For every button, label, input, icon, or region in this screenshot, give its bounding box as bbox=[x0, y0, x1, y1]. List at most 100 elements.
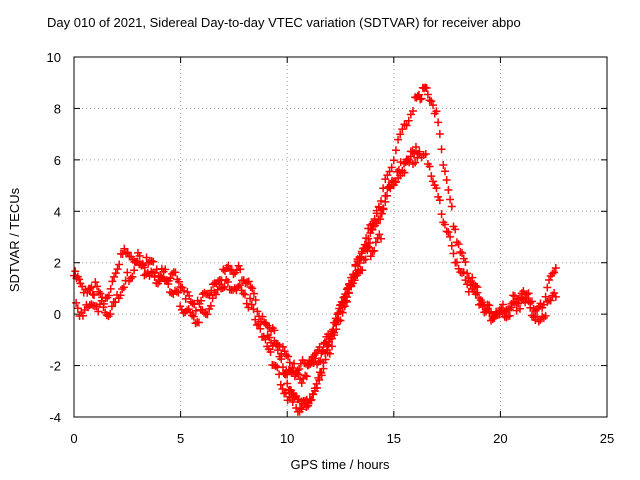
data-point bbox=[516, 304, 525, 313]
data-point bbox=[423, 90, 432, 99]
y-tick-label: 4 bbox=[54, 204, 61, 219]
data-point bbox=[541, 311, 550, 320]
data-point bbox=[88, 290, 97, 299]
data-point bbox=[285, 358, 294, 367]
data-point bbox=[408, 147, 417, 156]
data-point bbox=[319, 364, 328, 373]
data-point bbox=[471, 290, 480, 299]
data-point bbox=[329, 325, 338, 334]
data-point bbox=[377, 209, 386, 218]
data-point bbox=[405, 158, 414, 167]
data-point bbox=[172, 287, 181, 296]
data-point bbox=[149, 257, 158, 266]
data-point bbox=[291, 369, 300, 378]
data-point bbox=[416, 95, 425, 104]
data-point bbox=[78, 311, 87, 320]
data-point bbox=[435, 196, 444, 205]
data-point bbox=[96, 289, 105, 298]
data-point bbox=[266, 348, 275, 357]
y-tick-label: -2 bbox=[49, 359, 61, 374]
data-point bbox=[377, 234, 386, 243]
data-point bbox=[429, 101, 438, 110]
data-point bbox=[280, 389, 289, 398]
data-point bbox=[220, 282, 229, 291]
data-point bbox=[312, 379, 321, 388]
data-point bbox=[435, 130, 444, 139]
x-tick-label: 15 bbox=[387, 431, 401, 446]
data-point bbox=[135, 251, 144, 260]
data-point bbox=[126, 274, 135, 283]
data-point bbox=[174, 288, 183, 297]
data-point bbox=[398, 166, 407, 175]
data-point bbox=[375, 230, 384, 239]
data-point bbox=[476, 299, 485, 308]
data-point bbox=[273, 363, 282, 372]
data-point bbox=[116, 291, 125, 300]
data-point bbox=[115, 260, 124, 269]
data-point bbox=[429, 177, 438, 186]
data-point bbox=[203, 310, 212, 319]
data-point bbox=[197, 296, 206, 305]
data-point bbox=[379, 205, 388, 214]
data-point bbox=[415, 149, 424, 158]
data-point bbox=[249, 289, 258, 298]
data-point bbox=[391, 146, 400, 155]
data-point bbox=[317, 371, 326, 380]
data-point bbox=[440, 167, 449, 176]
data-point bbox=[111, 298, 120, 307]
data-point bbox=[333, 310, 342, 319]
data-point bbox=[393, 167, 402, 176]
data-point bbox=[320, 338, 329, 347]
data-point bbox=[307, 395, 316, 404]
data-point bbox=[452, 238, 461, 247]
data-point bbox=[427, 97, 436, 106]
data-point bbox=[434, 192, 443, 201]
data-point bbox=[234, 261, 243, 270]
data-point bbox=[111, 269, 120, 278]
data-point bbox=[454, 240, 463, 249]
data-point bbox=[226, 265, 235, 274]
data-point bbox=[75, 275, 84, 284]
data-point bbox=[256, 324, 265, 333]
data-point bbox=[138, 259, 147, 268]
data-point bbox=[527, 311, 536, 320]
data-point bbox=[396, 130, 405, 139]
data-point bbox=[194, 318, 203, 327]
data-point bbox=[104, 291, 113, 300]
data-point bbox=[374, 202, 383, 211]
data-point bbox=[370, 246, 379, 255]
data-point bbox=[531, 306, 540, 315]
data-point bbox=[437, 145, 446, 154]
data-point bbox=[161, 265, 170, 274]
data-point bbox=[444, 228, 453, 237]
data-point bbox=[327, 329, 336, 338]
data-point bbox=[330, 318, 339, 327]
data-marks bbox=[70, 83, 560, 416]
data-point bbox=[188, 311, 197, 320]
data-point bbox=[546, 296, 555, 305]
data-point bbox=[248, 284, 257, 293]
data-point bbox=[275, 370, 284, 379]
data-point bbox=[106, 284, 115, 293]
data-point bbox=[417, 94, 426, 103]
data-point bbox=[247, 300, 256, 309]
data-point bbox=[449, 249, 458, 258]
data-point bbox=[461, 258, 470, 267]
plot-frame bbox=[73, 56, 608, 418]
data-point bbox=[334, 308, 343, 317]
data-point bbox=[284, 352, 293, 361]
data-point bbox=[87, 283, 96, 292]
data-point bbox=[148, 269, 157, 278]
data-point bbox=[437, 210, 446, 219]
data-point bbox=[305, 395, 314, 404]
data-point bbox=[346, 280, 355, 289]
data-point bbox=[147, 267, 156, 276]
data-point bbox=[351, 272, 360, 281]
data-point bbox=[488, 315, 497, 324]
data-point bbox=[325, 335, 334, 344]
data-point bbox=[290, 393, 299, 402]
data-point bbox=[281, 388, 290, 397]
data-point bbox=[509, 291, 518, 300]
data-point bbox=[483, 304, 492, 313]
data-point bbox=[526, 303, 535, 312]
